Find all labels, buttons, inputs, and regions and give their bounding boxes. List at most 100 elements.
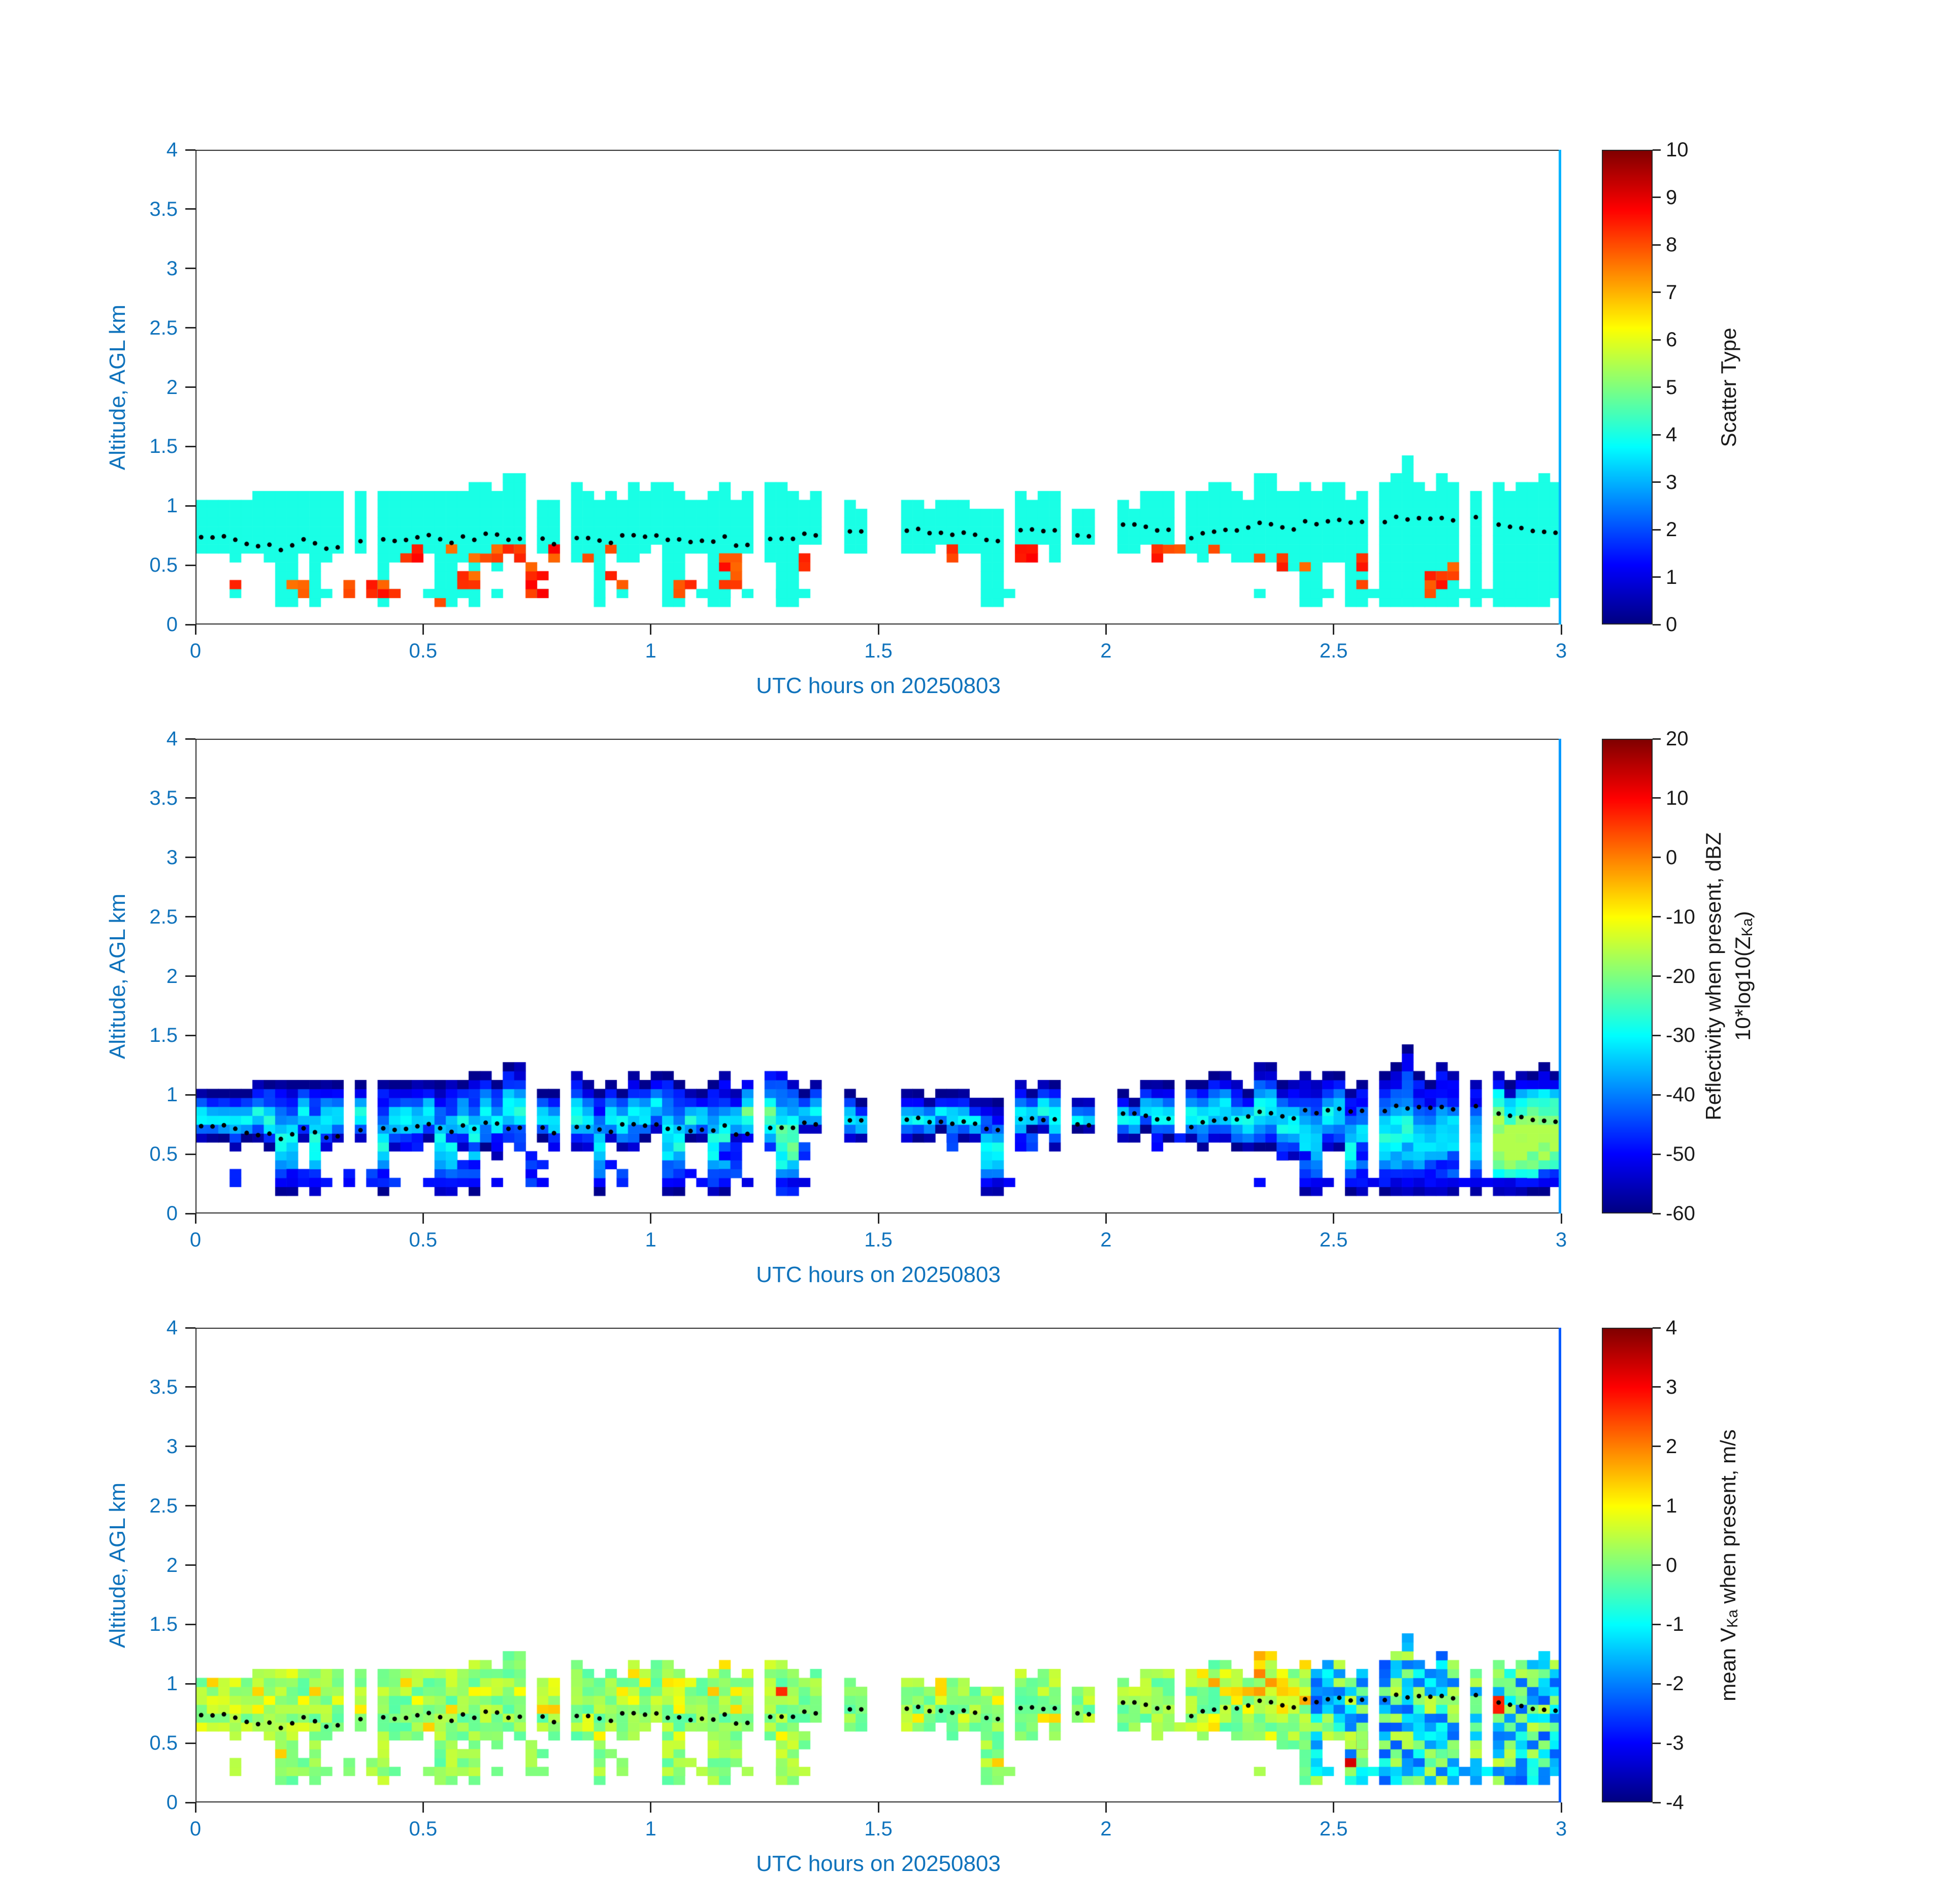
- colorbar-tick-label: 6: [1666, 329, 1677, 351]
- y-tick-label: 3.5: [149, 198, 178, 220]
- x-tick-label: 0.5: [409, 640, 438, 662]
- colorbar-tick-mark: [1653, 196, 1661, 198]
- y-tick-mark: [185, 208, 195, 210]
- y-tick-label: 2: [166, 965, 178, 988]
- colorbar-title-line: 10*log10(ZKa): [1730, 911, 1756, 1041]
- x-tick-mark: [877, 1213, 879, 1224]
- y-tick-label: 4: [166, 1317, 178, 1339]
- x-tick-mark: [650, 1802, 652, 1813]
- x-tick-label: 1: [645, 1818, 656, 1840]
- heatmap-mean-velocity: [195, 1328, 1561, 1802]
- y-tick-label: 3: [166, 257, 178, 280]
- colorbar-tick-mark: [1653, 1505, 1661, 1507]
- colorbar-tick-mark: [1653, 339, 1661, 341]
- x-axis-label: UTC hours on 20250803: [756, 1262, 1001, 1287]
- x-tick-label: 1: [645, 640, 656, 662]
- colorbar-tick-label: 10: [1666, 139, 1689, 161]
- colorbar-tick-mark: [1653, 1683, 1661, 1685]
- y-tick-label: 2: [166, 1554, 178, 1577]
- x-tick-label: 0.5: [409, 1818, 438, 1840]
- x-tick-mark: [422, 1213, 424, 1224]
- colorbar-tick-label: 8: [1666, 234, 1677, 256]
- colorbar-tick-label: 5: [1666, 376, 1677, 399]
- x-tick-mark: [1333, 625, 1335, 635]
- colorbar-tick-label: 0: [1666, 1554, 1677, 1577]
- colorbar-tick-label: 2: [1666, 518, 1677, 541]
- y-tick-label: 0: [166, 613, 178, 636]
- y-tick-label: 0.5: [149, 1143, 178, 1166]
- colorbar-tick-label: -4: [1666, 1791, 1684, 1814]
- y-tick-mark: [185, 1153, 195, 1155]
- y-tick-label: 0: [166, 1202, 178, 1225]
- colorbar-tick-mark: [1653, 1212, 1661, 1214]
- colorbar-tick-mark: [1653, 857, 1661, 859]
- colorbar-reflectivity: [1602, 739, 1653, 1213]
- colorbar-tick-mark: [1653, 1327, 1661, 1329]
- y-tick-label: 2: [166, 376, 178, 399]
- y-tick-mark: [185, 1564, 195, 1566]
- y-tick-mark: [185, 975, 195, 977]
- x-tick-mark: [1560, 625, 1562, 635]
- y-tick-mark: [185, 268, 195, 270]
- colorbar-tick-mark: [1653, 975, 1661, 977]
- colorbar-tick-mark: [1653, 1564, 1661, 1566]
- colorbar-tick-mark: [1653, 244, 1661, 246]
- colorbar-tick-label: -60: [1666, 1202, 1695, 1225]
- colorbar-tick-label: 2: [1666, 1435, 1677, 1458]
- y-tick-label: 1.5: [149, 435, 178, 458]
- y-tick-label: 1.5: [149, 1024, 178, 1047]
- colorbar-tick-mark: [1653, 1623, 1661, 1625]
- colorbar-tick-mark: [1653, 797, 1661, 799]
- y-tick-label: 1: [166, 495, 178, 517]
- y-tick-mark: [185, 797, 195, 799]
- y-tick-mark: [185, 916, 195, 918]
- y-tick-mark: [185, 1683, 195, 1685]
- y-tick-mark: [185, 1505, 195, 1507]
- x-tick-mark: [1333, 1802, 1335, 1813]
- x-tick-label: 1.5: [864, 1229, 893, 1251]
- x-tick-label: 3: [1555, 1818, 1567, 1840]
- y-tick-mark: [185, 738, 195, 740]
- colorbar-tick-mark: [1653, 1446, 1661, 1448]
- colorbar-tick-label: -20: [1666, 965, 1695, 988]
- colorbar-tick-label: 7: [1666, 281, 1677, 304]
- colorbar-tick-label: -40: [1666, 1084, 1695, 1106]
- colorbar-tick-label: 1: [1666, 1494, 1677, 1517]
- x-tick-label: 1.5: [864, 1818, 893, 1840]
- y-tick-mark: [185, 1034, 195, 1036]
- x-tick-label: 0: [189, 1818, 202, 1840]
- colorbar-tick-mark: [1653, 529, 1661, 531]
- y-tick-label: 3: [166, 1435, 178, 1458]
- colorbar-tick-mark: [1653, 576, 1661, 578]
- colorbar-tick-label: -1: [1666, 1613, 1684, 1636]
- x-tick-mark: [650, 1213, 652, 1224]
- y-tick-label: 0.5: [149, 554, 178, 577]
- x-tick-mark: [1105, 1213, 1107, 1224]
- y-tick-label: 1: [166, 1084, 178, 1106]
- x-tick-mark: [650, 625, 652, 635]
- x-tick-mark: [877, 1802, 879, 1813]
- x-tick-mark: [194, 1213, 196, 1224]
- y-tick-mark: [185, 505, 195, 507]
- colorbar-tick-label: -10: [1666, 905, 1695, 928]
- x-tick-label: 0.5: [409, 1229, 438, 1251]
- colorbar-tick-label: -2: [1666, 1672, 1684, 1695]
- colorbar-tick-mark: [1653, 916, 1661, 918]
- colorbar-tick-mark: [1653, 1094, 1661, 1096]
- y-tick-mark: [185, 1742, 195, 1744]
- colorbar-tick-label: -3: [1666, 1732, 1684, 1755]
- colorbar-tick-mark: [1653, 738, 1661, 740]
- x-tick-mark: [1560, 1213, 1562, 1224]
- colorbar-tick-label: -50: [1666, 1143, 1695, 1166]
- heatmap-reflectivity: [195, 739, 1561, 1213]
- x-tick-mark: [422, 1802, 424, 1813]
- x-axis-label: UTC hours on 20250803: [756, 673, 1001, 698]
- x-tick-label: 0: [189, 1229, 202, 1251]
- colorbar-tick-label: 3: [1666, 471, 1677, 494]
- y-tick-mark: [185, 445, 195, 447]
- colorbar-mean-velocity: [1602, 1328, 1653, 1802]
- colorbar-tick-mark: [1653, 386, 1661, 388]
- x-tick-mark: [194, 625, 196, 635]
- x-tick-label: 1: [645, 1229, 656, 1251]
